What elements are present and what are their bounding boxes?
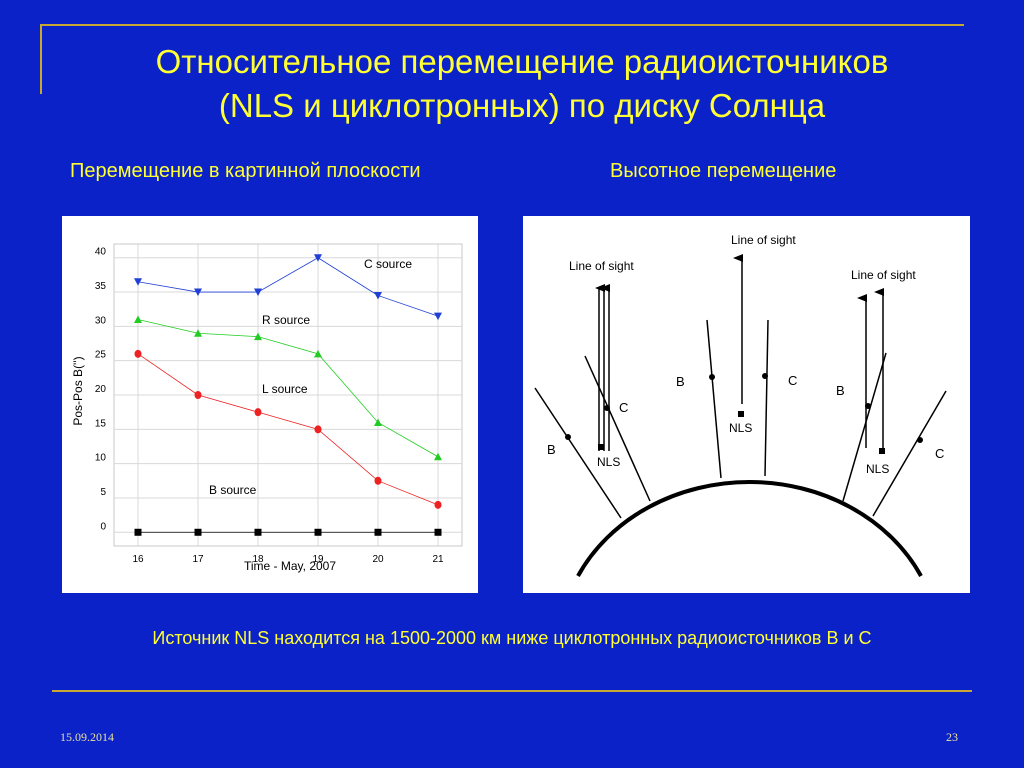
y-tick-label: 25 xyxy=(95,350,107,361)
y-tick-label: 20 xyxy=(95,384,107,395)
tick-layer: 0 5 10 15 20 25 30 35 40 16 17 18 19 20 21 xyxy=(95,247,444,565)
c-source-point xyxy=(374,291,382,300)
left-label-c: C xyxy=(619,400,628,415)
legend-c-source: C source xyxy=(364,257,412,271)
chart-panel: 0 5 10 15 20 25 30 35 40 16 17 18 19 20 21 Time - May,… xyxy=(62,216,478,593)
subtitle-right: Высотное перемещение xyxy=(610,160,837,182)
right-c-dot xyxy=(917,437,923,443)
top-rule xyxy=(40,24,964,26)
l-source-point xyxy=(194,391,202,399)
r-source-line xyxy=(137,319,439,458)
x-tick-label: 20 xyxy=(372,554,384,565)
l-source-line xyxy=(137,353,439,506)
title-line-1: Относительное перемещение радиоисточнико… xyxy=(155,43,889,80)
r-source-point xyxy=(194,329,202,337)
right-nls-marker xyxy=(879,448,885,454)
left-nls-marker xyxy=(598,444,604,450)
c-source-point xyxy=(434,312,442,321)
x-tick-label: 17 xyxy=(192,554,204,565)
y-tick-label: 15 xyxy=(95,418,107,429)
center-label-c: C xyxy=(788,373,797,388)
left-los-label: Line of sight xyxy=(569,259,634,273)
right-label-c: C xyxy=(935,446,944,461)
c-source-line xyxy=(137,257,439,317)
l-source-point xyxy=(134,349,142,358)
left-c-dot xyxy=(604,405,610,411)
sun-limb xyxy=(576,480,923,577)
r-source-point xyxy=(134,315,142,323)
r-source-point xyxy=(434,452,442,461)
c-source-point xyxy=(134,278,142,286)
right-label-nls: NLS xyxy=(866,462,889,476)
legend-b-source: B source xyxy=(209,483,257,497)
left-radial-outer xyxy=(534,387,622,519)
left-radial-inner xyxy=(584,355,651,502)
bottom-rule xyxy=(52,690,972,692)
y-tick-label: 0 xyxy=(100,521,106,532)
x-tick-label: 18 xyxy=(252,554,264,565)
x-tick-label: 19 xyxy=(312,554,324,565)
left-b-dot xyxy=(565,434,571,440)
subtitle-left: Перемещение в картинной плоскости xyxy=(70,160,421,182)
r-source-point xyxy=(374,418,382,426)
center-radial-left xyxy=(706,319,722,479)
c-source-point xyxy=(314,254,322,262)
l-source-point xyxy=(254,408,262,417)
b-source-point xyxy=(194,528,202,536)
right-radial-inner xyxy=(842,352,887,502)
series-layer xyxy=(134,254,442,536)
position-chart: 0 5 10 15 20 25 30 35 40 16 17 18 19 20 21 Time - May,… xyxy=(71,243,463,573)
left-label-nls: NLS xyxy=(597,455,620,469)
right-radial-outer xyxy=(872,390,947,517)
page-number: 23 xyxy=(946,730,958,744)
l-source-point xyxy=(314,425,322,434)
b-source-point xyxy=(434,528,442,536)
left-rule xyxy=(40,24,42,94)
title-line-2: (NLS и циклотронных) по диску Солнца xyxy=(218,87,826,124)
center-label-b: B xyxy=(676,374,685,389)
center-los-label: Line of sight xyxy=(731,233,796,247)
center-b-dot xyxy=(709,374,715,380)
y-tick-label: 35 xyxy=(95,281,107,292)
center-nls-marker xyxy=(738,411,744,417)
height-diagram-panel: Line of sight B C NLS Line of sight B C … xyxy=(523,216,970,593)
center-radial-right xyxy=(764,319,769,477)
r-source-point xyxy=(254,332,262,341)
c-source-point xyxy=(254,288,262,297)
x-tick-label: 21 xyxy=(432,554,444,565)
b-source-point xyxy=(134,528,142,536)
b-source-point xyxy=(254,528,262,536)
slide-title: Относительное перемещение радиоисточнико… xyxy=(60,40,984,128)
right-label-b: B xyxy=(836,383,845,398)
x-axis-label: Time - May, 2007 xyxy=(244,559,336,573)
r-source-point xyxy=(314,349,322,358)
height-diagram: Line of sight B C NLS Line of sight B C … xyxy=(534,233,947,577)
slide-caption: Источник NLS находится на 1500-2000 км н… xyxy=(152,628,872,648)
right-los-label: Line of sight xyxy=(851,268,916,282)
y-tick-label: 10 xyxy=(95,453,107,464)
l-source-point xyxy=(374,476,382,485)
center-label-nls: NLS xyxy=(729,421,752,435)
center-c-dot xyxy=(762,373,768,379)
y-tick-label: 40 xyxy=(95,247,107,258)
y-tick-label: 5 xyxy=(100,487,106,498)
l-source-point xyxy=(434,500,442,509)
b-source-point xyxy=(374,528,382,536)
left-label-b: B xyxy=(547,442,556,457)
b-source-point xyxy=(314,528,322,536)
footer-date: 15.09.2014 xyxy=(60,730,114,744)
legend-l-source: L source xyxy=(262,382,308,396)
y-tick-label: 30 xyxy=(95,315,107,326)
x-tick-label: 16 xyxy=(132,554,144,565)
right-b-dot xyxy=(865,403,871,409)
legend-r-source: R source xyxy=(262,313,310,327)
y-axis-label: Pos-Pos B('') xyxy=(71,356,85,425)
c-source-point xyxy=(194,288,202,297)
